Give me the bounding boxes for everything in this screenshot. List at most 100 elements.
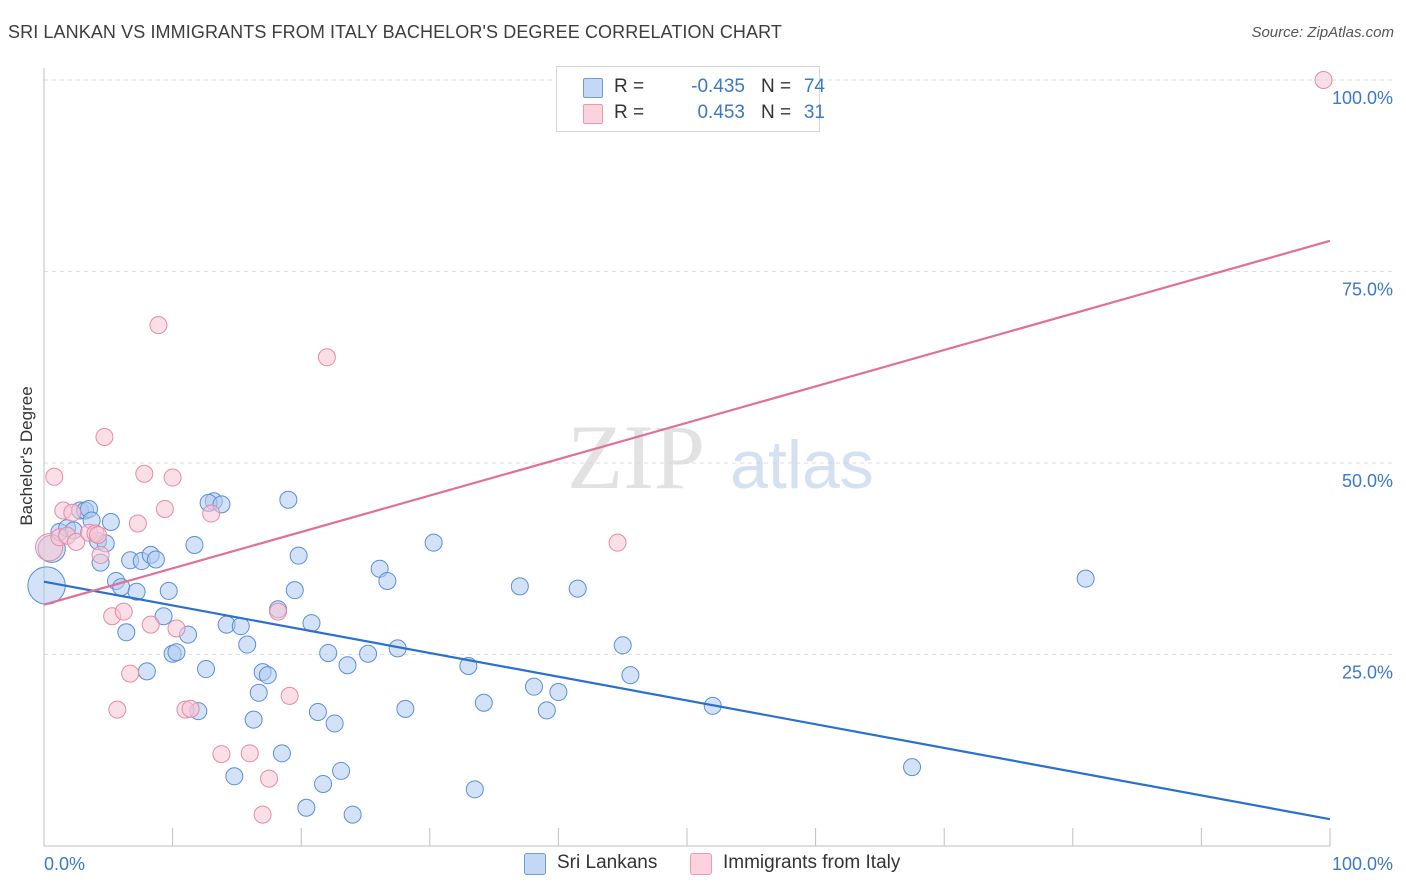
sri-lankan-point bbox=[167, 643, 186, 662]
italy-point bbox=[167, 619, 186, 638]
sri-lankan-point bbox=[285, 581, 304, 600]
italy-point bbox=[108, 700, 127, 719]
italy-point bbox=[91, 545, 110, 564]
italy-point bbox=[155, 499, 174, 518]
italy-point bbox=[128, 514, 147, 533]
sri-lankan-point bbox=[137, 662, 156, 681]
italy-point bbox=[212, 745, 231, 764]
italy-point bbox=[608, 533, 627, 552]
sri-lankan-point bbox=[314, 774, 333, 793]
r-label: R = bbox=[614, 76, 645, 97]
sri-lankan-point bbox=[359, 644, 378, 663]
italy-point bbox=[141, 615, 160, 634]
sri-lankan-point bbox=[244, 710, 263, 729]
italy-point bbox=[280, 686, 299, 705]
y-tick-label: 25.0% bbox=[1342, 663, 1393, 683]
correlation-legend: R = -0.435 N = 74 R = 0.453 N = 31 bbox=[556, 66, 825, 132]
sri-lankan-point bbox=[258, 666, 277, 685]
sri-lankan-point bbox=[101, 512, 120, 531]
sri-lankan-point bbox=[524, 677, 543, 696]
sri-lankan-point bbox=[127, 582, 146, 601]
n-value: 74 bbox=[803, 76, 825, 97]
italy-point bbox=[114, 602, 133, 621]
y-tick-label: 50.0% bbox=[1342, 471, 1393, 491]
sri-lankan-point bbox=[185, 535, 204, 554]
y-tick-label: 100.0% bbox=[1332, 88, 1393, 108]
sri-lankan-point bbox=[319, 643, 338, 662]
italy-point bbox=[317, 348, 336, 367]
sri-lankan-point bbox=[297, 798, 316, 817]
sri-lankan-point bbox=[117, 623, 136, 642]
sri-lankan-point bbox=[537, 701, 556, 720]
n-value: 31 bbox=[803, 102, 825, 123]
italy-point bbox=[202, 504, 221, 523]
italy-point bbox=[269, 602, 288, 621]
sri-lankan-point bbox=[549, 683, 568, 702]
sri-lankan-point bbox=[238, 635, 257, 654]
sri-lankan-point bbox=[159, 581, 178, 600]
sri-lankan-point bbox=[308, 702, 327, 721]
grid-lines bbox=[44, 79, 1392, 655]
sri-lankan-point bbox=[325, 714, 344, 733]
italy-point bbox=[181, 699, 200, 718]
italy-point bbox=[135, 464, 154, 483]
sri-lankan-point bbox=[279, 490, 298, 509]
italy-point bbox=[253, 805, 272, 824]
r-label: R = bbox=[614, 102, 645, 123]
watermark-atlas: atlas bbox=[730, 427, 874, 503]
italy-point bbox=[89, 526, 108, 545]
legend-swatch-pink bbox=[583, 104, 603, 124]
legend-swatch-blue bbox=[524, 853, 546, 875]
italy-point bbox=[240, 744, 259, 763]
sri-lankan-point bbox=[465, 780, 484, 799]
italy-point bbox=[260, 769, 279, 788]
watermark-zip: ZIP bbox=[567, 406, 705, 508]
italy-point bbox=[95, 427, 114, 446]
sri-lankan-point bbox=[396, 699, 415, 718]
italy-point bbox=[149, 316, 168, 335]
sri-lankan-point bbox=[568, 579, 587, 598]
legend-label: Immigrants from Italy bbox=[723, 852, 901, 873]
sri-lankan-point bbox=[343, 805, 362, 824]
axes bbox=[43, 68, 1331, 847]
legend-swatch-pink bbox=[690, 853, 712, 875]
y-tick-label: 75.0% bbox=[1342, 280, 1393, 300]
sri-lankan-point bbox=[272, 744, 291, 763]
sri-lankan-point bbox=[1076, 569, 1095, 588]
italy-point bbox=[1314, 71, 1333, 89]
sri-lankan-point bbox=[378, 571, 397, 590]
x-tick-label: 0.0% bbox=[44, 854, 85, 874]
source-credit: Source: ZipAtlas.com bbox=[1251, 24, 1394, 41]
sri-lankan-point bbox=[154, 607, 173, 626]
data-points bbox=[27, 71, 1333, 824]
sri-lankan-point bbox=[289, 546, 308, 565]
italy-point bbox=[63, 503, 82, 522]
sri-lankan-point bbox=[146, 550, 165, 569]
sri-lankan-point bbox=[621, 666, 640, 685]
legend-label: Sri Lankans bbox=[557, 852, 658, 873]
r-value: -0.435 bbox=[691, 76, 745, 97]
tick-labels: 25.0% 50.0% 75.0% 100.0% 0.0% 100.0% bbox=[44, 88, 1393, 874]
sri-lankan-point bbox=[510, 577, 529, 596]
sri-lankan-point bbox=[197, 660, 216, 679]
legend-swatch-blue bbox=[583, 78, 603, 98]
sri-lankan-trend-line bbox=[43, 580, 1331, 821]
sri-lankan-point bbox=[613, 636, 632, 655]
italy-point bbox=[163, 468, 182, 487]
sri-lankan-point bbox=[332, 761, 351, 780]
n-label: N = bbox=[761, 76, 792, 97]
sri-lankan-point bbox=[249, 683, 268, 702]
r-value: 0.453 bbox=[697, 102, 745, 123]
sri-lankan-point bbox=[225, 767, 244, 786]
italy-point bbox=[67, 532, 86, 551]
italy-point bbox=[45, 467, 64, 486]
italy-point bbox=[121, 664, 140, 683]
italy-trend-line bbox=[43, 239, 1331, 606]
series-legend: Sri Lankans Immigrants from Italy bbox=[0, 850, 1406, 878]
sri-lankan-point bbox=[903, 758, 922, 777]
n-label: N = bbox=[761, 102, 792, 123]
x-tick-label: 100.0% bbox=[1332, 854, 1393, 874]
sri-lankan-point bbox=[474, 693, 493, 712]
trend-lines bbox=[43, 239, 1331, 821]
